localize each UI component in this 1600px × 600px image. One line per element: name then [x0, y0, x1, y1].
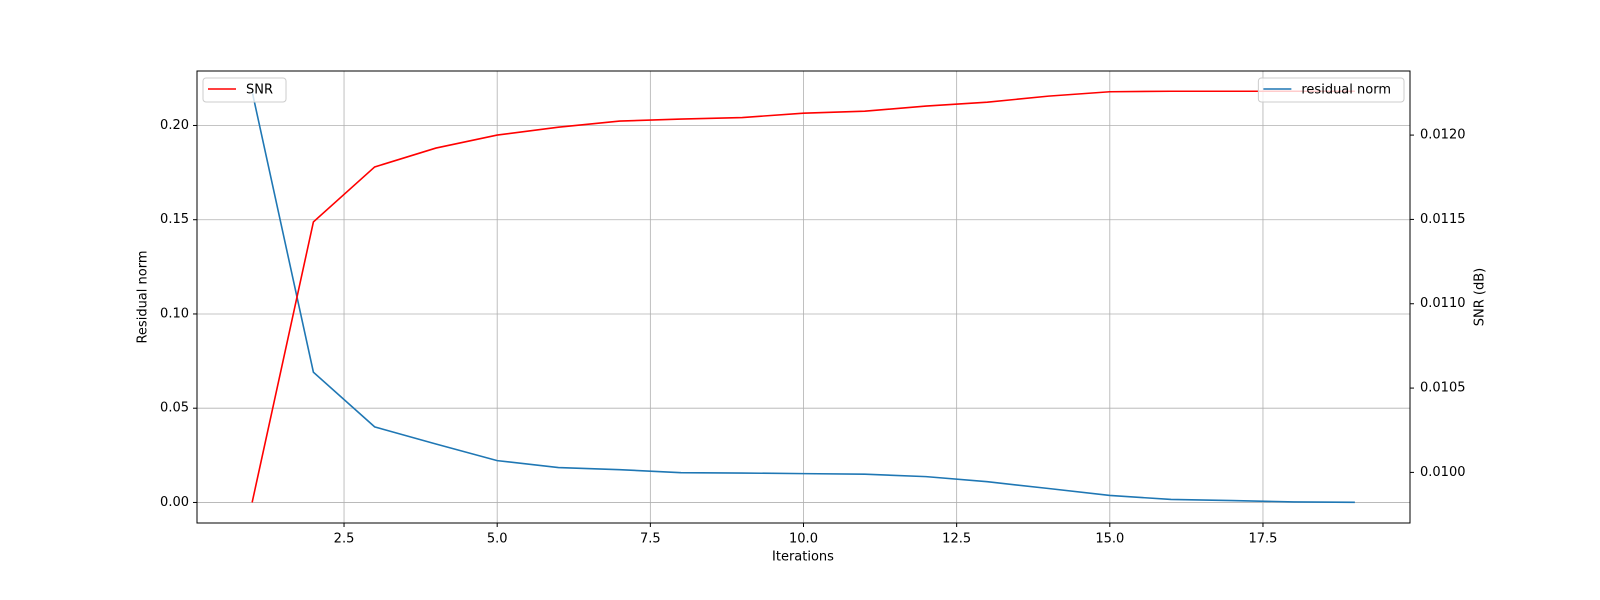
- y-tick-label: 0.05: [160, 401, 189, 416]
- y-axis-label: Residual norm: [136, 250, 151, 343]
- x-tick-label: 7.5: [640, 532, 661, 547]
- legend-box: [1257, 77, 1405, 103]
- x-tick-label: 15.0: [1095, 532, 1124, 547]
- data-line: [251, 90, 1355, 503]
- y-tick-label: 0.00: [160, 495, 189, 510]
- y2-tick-label: 0.0120: [1420, 128, 1466, 143]
- y-tick-label: 0.20: [160, 118, 189, 133]
- x-tick-label: 5.0: [487, 532, 508, 547]
- x-tick-label: 10.0: [789, 532, 818, 547]
- y2-tick-label: 0.0110: [1420, 296, 1466, 311]
- y2-tick-label: 0.0115: [1420, 212, 1466, 227]
- legend-label: SNR: [246, 83, 273, 98]
- y-tick-label: 0.10: [160, 306, 189, 321]
- y2-axis-label: SNR (dB): [1473, 268, 1488, 326]
- x-tick-label: 2.5: [334, 532, 355, 547]
- legend: residual norm: [1257, 77, 1405, 103]
- x-tick-label: 17.5: [1248, 532, 1277, 547]
- y2-tick-label: 0.0100: [1420, 465, 1466, 480]
- data-line: [251, 91, 1355, 504]
- y2-tick-label: 0.0105: [1420, 381, 1466, 396]
- legend-box: [202, 77, 287, 103]
- legend: SNR: [202, 77, 287, 103]
- y-tick-label: 0.15: [160, 212, 189, 227]
- legend-label: residual norm: [1301, 83, 1391, 98]
- plot-frame: [196, 70, 1411, 524]
- x-tick-label: 12.5: [942, 532, 971, 547]
- x-axis-label: Iterations: [772, 550, 834, 565]
